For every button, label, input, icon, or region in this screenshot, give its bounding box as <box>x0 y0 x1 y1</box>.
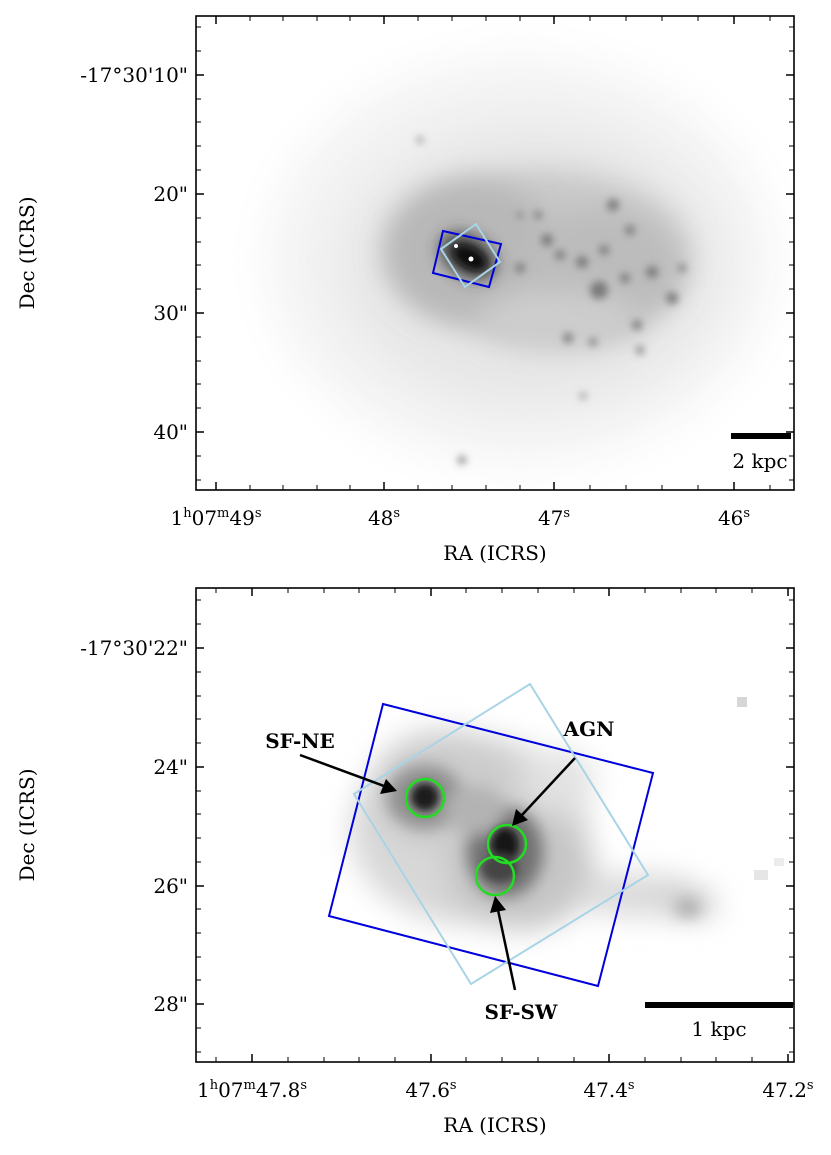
bottom-ylabel: Dec (ICRS) <box>15 769 39 882</box>
bottom-xtick-label: 47.4s <box>583 1078 634 1102</box>
bottom-panel: SF-NE AGN SF-SW 1 kpc -17°30'22" 24" 26"… <box>15 587 814 1137</box>
label-agn: AGN <box>563 717 615 741</box>
bottom-ytick-label: 24" <box>153 755 188 779</box>
bottom-ytick-label: -17°30'22" <box>80 636 188 660</box>
annotation-arrows <box>299 753 576 991</box>
arrow-sf-sw-head <box>490 896 506 913</box>
top-ylabel: Dec (ICRS) <box>15 197 39 310</box>
bottom-xtick-label: 47.2s <box>762 1078 813 1102</box>
bottom-xtick-label: 47.6s <box>405 1078 456 1102</box>
top-panel: 2 kpc -17°30'10" 20" 30" 40" 1h07m49s 48… <box>15 15 795 565</box>
top-xlabel: RA (ICRS) <box>443 541 546 565</box>
bottom-image <box>196 588 794 1062</box>
arrow-sf-sw <box>496 909 517 991</box>
top-blue-box <box>431 229 503 289</box>
top-ticks <box>196 16 794 490</box>
bottom-frame <box>195 587 795 1063</box>
top-image <box>196 16 794 490</box>
top-ytick-label: 40" <box>153 420 188 444</box>
bottom-scale-label: 1 kpc <box>691 1017 746 1041</box>
aperture-sf-ne <box>404 777 446 819</box>
label-sf-sw: SF-SW <box>485 1000 558 1024</box>
bottom-ytick-label: 28" <box>153 992 188 1016</box>
top-ytick-label: 20" <box>153 182 188 206</box>
arrow-agn-head <box>512 809 528 826</box>
top-ytick-label: -17°30'10" <box>80 63 188 87</box>
bottom-blue-box <box>327 702 655 988</box>
top-xtick-label: 47s <box>538 506 570 530</box>
top-xtick-label: 48s <box>368 506 400 530</box>
top-lightblue-box <box>439 222 502 289</box>
bottom-lightblue-box <box>352 682 650 986</box>
bottom-minor-ticks <box>196 588 794 1062</box>
top-ytick-label: 30" <box>153 301 188 325</box>
arrow-sf-ne-head <box>380 779 397 794</box>
top-scale-bar <box>731 433 791 439</box>
top-minor-ticks <box>196 16 794 490</box>
top-xtick-label: 1h07m49s <box>170 506 261 530</box>
top-xtick-label: 46s <box>718 506 750 530</box>
top-scale-label: 2 kpc <box>732 449 787 473</box>
bottom-ticks <box>196 588 794 1062</box>
bottom-xlabel: RA (ICRS) <box>443 1113 546 1137</box>
aperture-agn <box>486 823 528 865</box>
bottom-ytick-label: 26" <box>153 874 188 898</box>
label-sf-ne: SF-NE <box>265 729 335 753</box>
arrow-agn <box>521 757 576 816</box>
bottom-xtick-label: 1h07m47.8s <box>197 1078 307 1102</box>
arrow-sf-ne <box>299 753 385 788</box>
bottom-scale-bar <box>645 1002 793 1008</box>
aperture-sf-sw <box>474 855 516 897</box>
top-frame <box>195 15 795 491</box>
